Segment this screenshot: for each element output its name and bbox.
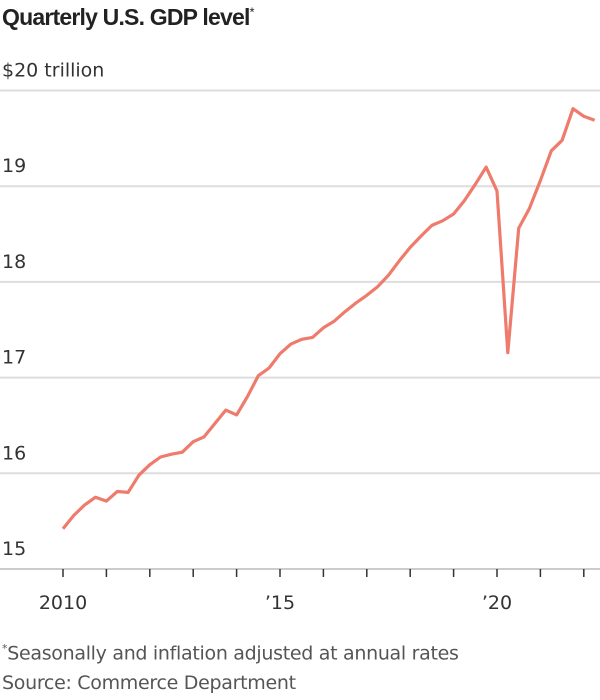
- chart-notes: *Seasonally and inflation adjusted at an…: [2, 634, 459, 698]
- y-tick-label: 15: [2, 538, 26, 560]
- footnote-text: Seasonally and inflation adjusted at ann…: [7, 642, 459, 665]
- x-tick-label: ’20: [482, 592, 512, 614]
- source-note: Source: Commerce Department: [2, 672, 296, 695]
- footnote: *Seasonally and inflation adjusted at an…: [2, 634, 459, 668]
- chart-title-text: Quarterly U.S. GDP level: [2, 4, 250, 30]
- x-tick-label: 2010: [39, 592, 87, 614]
- y-tick-label: $20 trillion: [2, 60, 104, 82]
- y-tick-label: 17: [2, 347, 26, 369]
- chart-title: Quarterly U.S. GDP level*: [2, 4, 255, 31]
- gdp-series-line: [61, 107, 596, 530]
- x-tick-label: ’15: [265, 592, 295, 614]
- y-tick-label: 19: [2, 155, 26, 177]
- title-asterisk: *: [249, 4, 255, 20]
- gdp-line-chart: 15 16 17 18 19 $20 trillion 2010 ’15 ’20: [0, 60, 600, 614]
- footnote-asterisk: *: [2, 642, 8, 655]
- y-tick-label: 16: [2, 442, 26, 464]
- y-tick-label: 18: [2, 251, 26, 273]
